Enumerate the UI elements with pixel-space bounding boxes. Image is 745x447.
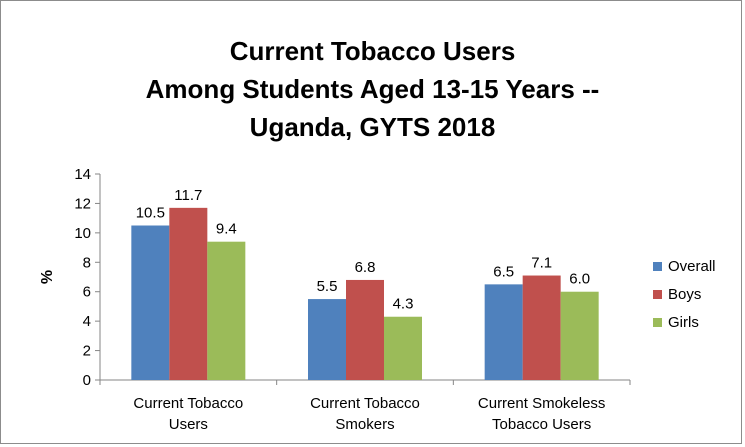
data-labels: 10.5 11.7 9.4 5.5 6.8 4.3 6.5 7.1 6.0 [136, 187, 590, 313]
bar-boys-0 [169, 207, 208, 380]
y-tick-label: 0 [83, 372, 91, 389]
legend-swatch-girls [653, 318, 662, 327]
bar-overall-2 [484, 284, 523, 380]
y-tick-label: 10 [74, 225, 91, 242]
data-label: 9.4 [216, 221, 237, 238]
category-label: Current Smokeless [478, 395, 606, 412]
bar-boys-2 [522, 275, 561, 380]
legend-label-boys: Boys [668, 286, 701, 303]
chart-title-line-2: Among Students Aged 13-15 Years -- [145, 74, 600, 104]
y-axis-label: % [39, 270, 56, 284]
category-label: Users [169, 416, 208, 433]
bar-girls-1 [384, 316, 422, 380]
data-label: 7.1 [531, 255, 552, 272]
data-label: 11.7 [174, 187, 202, 204]
bar-overall-1 [308, 299, 346, 380]
category-label: Current Tobacco [310, 395, 420, 412]
y-tick-label: 6 [83, 284, 91, 301]
legend-label-girls: Girls [668, 314, 699, 331]
category-label: Smokers [335, 416, 394, 433]
data-label: 6.5 [493, 263, 514, 280]
legend-swatch-boys [653, 290, 662, 299]
bar-boys-1 [346, 279, 384, 380]
bar-overall-0 [131, 225, 170, 380]
bars [131, 207, 599, 380]
y-tick-label: 12 [74, 195, 91, 212]
data-label: 5.5 [317, 278, 338, 295]
legend-swatch-overall [653, 262, 662, 271]
chart-title-line-1: Current Tobacco Users [229, 36, 516, 66]
axes: 0 2 4 6 8 10 12 14% Current Tobacco Users Current … [39, 166, 631, 433]
bar-girls-2 [560, 291, 599, 380]
category-label: Tobacco Users [492, 416, 591, 433]
chart-title-line-3: Uganda, GYTS 2018 [249, 112, 496, 142]
data-label: 10.5 [136, 205, 165, 222]
bar-girls-0 [207, 241, 246, 380]
y-tick-label: 4 [83, 313, 91, 330]
y-tick-label: 2 [83, 343, 91, 360]
legend-label-overall: Overall [668, 258, 716, 275]
data-label: 6.8 [355, 259, 376, 276]
legend: Overall Boys Girls [653, 258, 716, 331]
y-tick-label: 8 [83, 254, 91, 271]
data-label: 4.3 [393, 296, 414, 313]
y-tick-label: 14 [74, 166, 91, 183]
category-label: Current Tobacco [133, 395, 243, 412]
data-label: 6.0 [569, 271, 590, 288]
